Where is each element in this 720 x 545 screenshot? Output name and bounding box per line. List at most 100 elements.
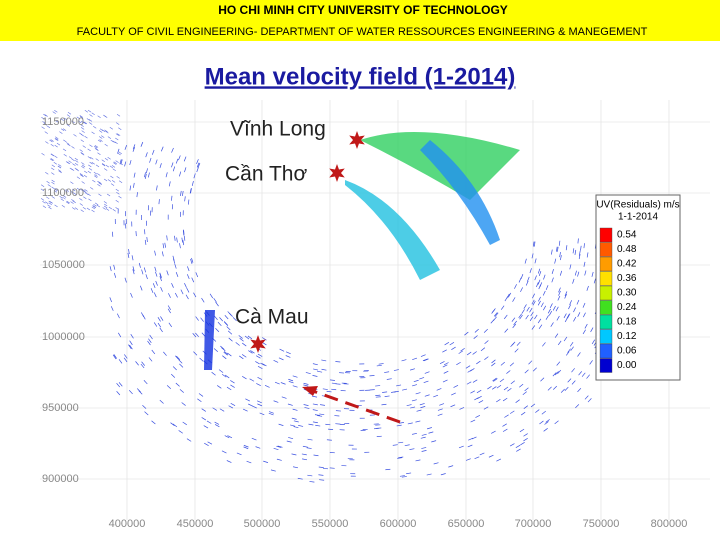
velocity-vector	[47, 205, 50, 207]
velocity-vector	[118, 333, 121, 337]
velocity-vector	[61, 199, 64, 201]
velocity-vector	[116, 161, 119, 163]
velocity-vector	[250, 350, 254, 353]
velocity-vector	[553, 386, 557, 389]
velocity-vector	[328, 429, 333, 430]
velocity-vector	[45, 141, 48, 143]
velocity-vector	[407, 405, 412, 406]
velocity-vector	[139, 391, 142, 395]
velocity-vector	[293, 386, 298, 387]
velocity-vector	[398, 442, 403, 443]
velocity-vector	[290, 425, 295, 426]
velocity-vector	[279, 424, 284, 425]
velocity-vector	[141, 312, 143, 316]
velocity-vector	[82, 165, 85, 167]
velocity-vector	[523, 392, 527, 395]
velocity-vector	[125, 162, 126, 167]
velocity-vector	[549, 311, 551, 315]
velocity-vector	[425, 395, 430, 397]
velocity-vector	[131, 334, 134, 338]
velocity-vector	[148, 173, 149, 178]
velocity-vector	[557, 247, 558, 252]
velocity-vector	[146, 274, 148, 279]
y-tick-label: 1050000	[42, 259, 85, 271]
velocity-vector	[572, 381, 575, 385]
velocity-vector	[477, 390, 481, 393]
velocity-vector	[322, 369, 327, 370]
velocity-vector	[313, 364, 318, 365]
velocity-vector	[557, 316, 560, 320]
velocity-vector	[202, 298, 205, 302]
velocity-vector	[538, 319, 541, 323]
velocity-vector	[400, 476, 405, 477]
velocity-vector	[132, 255, 133, 260]
velocity-vector	[215, 328, 218, 332]
velocity-vector	[313, 404, 318, 405]
velocity-vector	[156, 160, 158, 165]
velocity-vector	[109, 207, 112, 209]
velocity-vector	[269, 413, 274, 415]
velocity-vector	[428, 432, 433, 433]
velocity-vector	[181, 290, 183, 294]
velocity-vector	[105, 144, 108, 146]
velocity-vector	[566, 245, 567, 250]
velocity-vector	[162, 251, 163, 256]
velocity-vector	[526, 281, 528, 286]
velocity-vector	[468, 445, 473, 447]
velocity-vector	[492, 310, 495, 314]
velocity-vector	[144, 172, 145, 177]
velocity-vector	[271, 470, 276, 471]
velocity-vector	[174, 236, 175, 241]
velocity-vector	[165, 243, 166, 248]
velocity-vector	[87, 208, 90, 210]
velocity-vector	[443, 380, 448, 382]
velocity-vector	[489, 455, 494, 457]
velocity-vector	[247, 461, 252, 463]
velocity-vector	[524, 304, 527, 308]
velocity-vector	[527, 277, 529, 282]
velocity-vector	[587, 252, 588, 257]
velocity-vector	[89, 168, 92, 170]
velocity-vector	[106, 208, 109, 210]
velocity-vector	[560, 255, 561, 260]
velocity-vector	[66, 161, 69, 163]
velocity-vector	[525, 388, 529, 391]
velocity-vector	[145, 174, 146, 179]
velocity-vector	[282, 397, 287, 399]
velocity-vector	[304, 383, 309, 384]
velocity-vector	[256, 383, 260, 385]
velocity-vector	[412, 385, 417, 386]
velocity-vector	[550, 303, 552, 307]
velocity-vector	[571, 368, 574, 372]
velocity-vector	[231, 403, 235, 405]
velocity-vector	[555, 259, 556, 264]
velocity-vector	[94, 172, 97, 174]
velocity-vector	[440, 361, 444, 363]
velocity-vector	[306, 372, 311, 373]
x-tick-label: 550000	[312, 518, 349, 530]
velocity-vector	[58, 166, 61, 168]
velocity-vector	[104, 201, 107, 203]
velocity-vector	[105, 158, 108, 160]
velocity-vector	[112, 180, 115, 182]
velocity-vector	[214, 316, 217, 320]
velocity-vector	[501, 362, 505, 365]
velocity-vector	[503, 429, 507, 432]
velocity-vector	[260, 363, 264, 365]
velocity-vector	[248, 351, 252, 354]
velocity-vector	[312, 396, 317, 397]
velocity-vector	[568, 379, 571, 383]
velocity-vector	[182, 238, 183, 243]
velocity-vector	[147, 237, 148, 242]
velocity-vector	[155, 267, 156, 272]
velocity-vector	[175, 264, 177, 269]
velocity-vector	[187, 439, 191, 442]
velocity-vector	[416, 393, 421, 394]
velocity-vector	[220, 346, 224, 349]
velocity-vector	[542, 342, 545, 346]
velocity-vector	[476, 361, 480, 364]
velocity-vector	[315, 425, 320, 426]
velocity-vector	[475, 457, 480, 459]
velocity-vector	[397, 425, 402, 426]
university: HO CHI MINH CITY UNIVERSITY OF TECHNOLOG…	[218, 3, 508, 17]
